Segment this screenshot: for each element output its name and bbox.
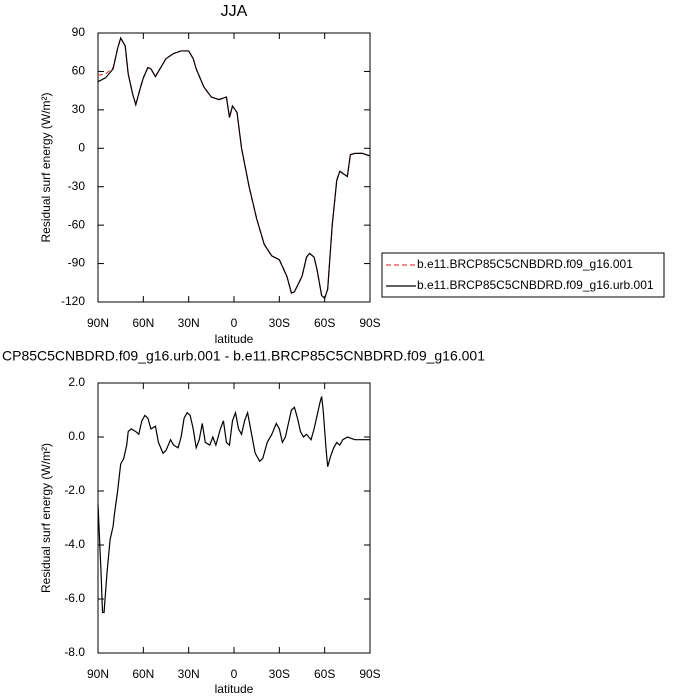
y-tick-label: -8.0 (64, 645, 85, 659)
x-tick-label: 90N (87, 667, 109, 681)
x-tick-label: 30N (178, 316, 200, 330)
y-tick-label: 0 (78, 140, 85, 154)
x-tick-label: 60S (314, 667, 335, 681)
y-tick-label: 60 (72, 64, 86, 78)
y-tick-label: 90 (72, 25, 86, 39)
legend-label: b.e11.BRCP85C5CNBDRD.f09_g16.001 (417, 257, 633, 271)
x-tick-label: 90N (87, 316, 109, 330)
data-line (97, 36, 371, 300)
y-axis-label: Residual surf energy (W/m²) (39, 443, 53, 593)
x-tick-label: 60N (132, 667, 154, 681)
x-tick-label: 30S (269, 667, 290, 681)
y-tick-label: -6.0 (64, 591, 85, 605)
x-axis-label: latitude (215, 332, 254, 346)
y-tick-label: 30 (72, 102, 86, 116)
x-tick-label: 60S (314, 316, 335, 330)
x-tick-label: 90S (359, 667, 380, 681)
x-tick-label: 90S (359, 316, 380, 330)
x-axis-label: latitude (215, 682, 254, 696)
legend-box (381, 252, 665, 298)
y-tick-label: -2.0 (64, 483, 85, 497)
y-tick-label: 2.0 (68, 375, 85, 389)
y-axis-label: Residual surf energy (W/m²) (39, 92, 53, 242)
y-tick-label: -4.0 (64, 537, 85, 551)
legend-label: b.e11.BRCP85C5CNBDRD.f09_g16.urb.001 (417, 278, 654, 292)
data-line (97, 396, 370, 614)
data-line (97, 36, 371, 300)
chart-title: CP85C5CNBDRD.f09_g16.urb.001 - b.e11.BRC… (2, 348, 485, 364)
x-tick-label: 60N (132, 316, 154, 330)
chart-title: JJA (221, 3, 248, 20)
x-tick-label: 0 (231, 667, 238, 681)
y-tick-label: -30 (68, 179, 86, 193)
x-tick-label: 30N (178, 667, 200, 681)
y-tick-label: -60 (68, 217, 86, 231)
y-tick-label: 0.0 (68, 429, 85, 443)
x-tick-label: 0 (231, 316, 238, 330)
plot-frame (97, 382, 371, 654)
x-tick-label: 30S (269, 316, 290, 330)
y-tick-label: -90 (68, 256, 86, 270)
y-tick-label: -120 (61, 294, 85, 308)
